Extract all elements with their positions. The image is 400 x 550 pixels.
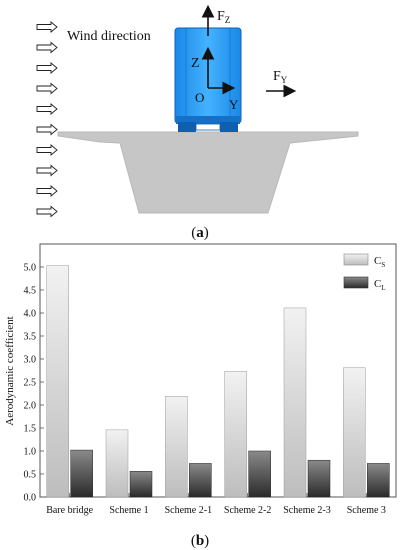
legend-swatch-cs	[343, 253, 369, 266]
bars	[46, 265, 390, 498]
bar-cs	[46, 265, 69, 498]
wind-arrow-icon	[36, 62, 58, 74]
y-tick-label: 4.5	[24, 286, 37, 297]
axis-z-label: Z	[191, 56, 200, 71]
wind-arrow-icon	[36, 144, 58, 156]
wind-arrow-icon	[36, 41, 58, 54]
y-tick-label: 1.0	[24, 447, 37, 458]
caption-b: (b)	[191, 533, 209, 549]
bar-cl	[367, 463, 390, 498]
bar-cs	[283, 307, 307, 498]
x-tick-label: Scheme 2-3	[283, 505, 331, 516]
wind-arrow-icon	[36, 185, 58, 197]
bar-cl	[70, 449, 93, 498]
y-axis-label: Aerodynamic coefficient	[4, 316, 16, 425]
bar-cs	[165, 396, 188, 498]
x-tick-label: Bare bridge	[46, 505, 93, 516]
bar-cl	[129, 470, 153, 498]
wind-direction-label: Wind direction	[67, 29, 151, 44]
wind-arrow-icon	[36, 123, 58, 136]
caption-a: (a)	[191, 225, 209, 241]
x-tick-label: Scheme 1	[109, 505, 148, 516]
x-tick-label: Scheme 3	[347, 505, 386, 516]
y-tick-label: 2.0	[24, 401, 37, 412]
y-axis-ticks: 0.0 0.5 1.0 1.5 2.0 2.5 3.0 3.5 4.0 4.5 5.0	[24, 263, 44, 504]
y-tick-label: 0.0	[24, 493, 37, 504]
axis-y-label: Y	[229, 97, 239, 112]
bar-cl	[248, 450, 271, 498]
axis-o-label: O	[195, 90, 204, 105]
fy-label: FY	[273, 69, 288, 85]
panel-a: Wind direction Z O Y FZ FY (a)	[36, 4, 359, 241]
x-tick-label: Scheme 2-1	[165, 505, 213, 516]
wind-arrow-icon	[36, 164, 58, 177]
x-axis-tick-labels: Bare bridge Scheme 1 Scheme 2-1 Scheme 2-2 S…	[46, 505, 386, 516]
x-tick-label: Scheme 2-2	[224, 505, 272, 516]
wind-arrow-icon	[36, 103, 58, 115]
y-tick-label: 5.0	[24, 263, 37, 274]
legend-label-cl: CL	[374, 278, 386, 292]
fz-label: FZ	[217, 9, 230, 25]
wind-arrow-icon	[36, 82, 58, 95]
wind-arrow-icon	[36, 205, 58, 218]
bar-cs	[343, 367, 366, 498]
legend-label-cs: CS	[374, 255, 385, 269]
legend-swatch-cl	[343, 276, 369, 289]
y-tick-label: 3.5	[24, 332, 37, 343]
bar-cl	[307, 459, 331, 498]
bar-cs	[105, 429, 129, 498]
panel-b: 0.0 0.5 1.0 1.5 2.0 2.5 3.0 3.5 4.0 4.5 5.0 Bare b…	[4, 243, 397, 549]
y-tick-label: 3.0	[24, 355, 37, 366]
bar-cl	[189, 463, 212, 498]
y-tick-label: 4.0	[24, 309, 37, 320]
y-tick-label: 0.5	[24, 470, 37, 481]
plot-frame	[39, 243, 397, 498]
bridge-deck	[57, 131, 359, 214]
wind-arrows	[36, 21, 58, 218]
bar-cs	[224, 371, 247, 498]
legend: CS CL	[343, 253, 386, 292]
y-tick-label: 2.5	[24, 378, 37, 389]
y-tick-label: 1.5	[24, 424, 37, 435]
wind-arrow-icon	[36, 21, 58, 33]
